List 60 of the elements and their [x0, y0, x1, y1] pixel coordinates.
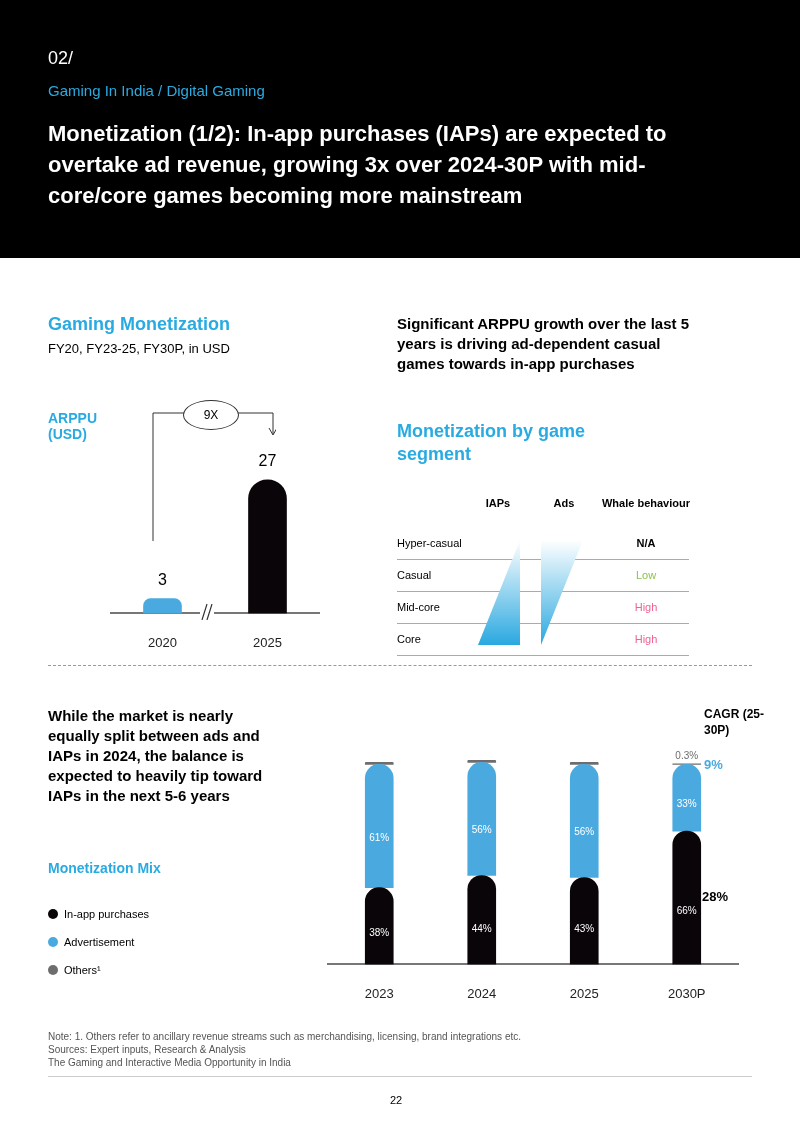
- x-tick-label: 2024: [467, 985, 497, 1001]
- text: While the market is nearly equally split between ads and IAPs in 2024, the balance is expected to heavily tip toward IAPs in the next 5-6 years: [48, 706, 264, 806]
- data-label: 43%: [574, 923, 595, 935]
- category-label: Whale behaviour: [601, 497, 691, 509]
- bar: [364, 764, 394, 888]
- annotation: 9%: [704, 757, 723, 772]
- text: Monetization by game segment: [397, 420, 586, 466]
- data-label: 3: [158, 570, 168, 588]
- x-tick-label: 2030P: [667, 985, 706, 1001]
- text: Monetization (1/2): In-app purchases (IAPs) are expected to overtake ad revenue, growing 3x over 2024-30P with mid-core/core games becoming more mainstream: [48, 120, 668, 210]
- data-label: 61%: [369, 832, 390, 844]
- bar: [467, 762, 497, 876]
- data-label: 27: [258, 452, 277, 470]
- text: The Gaming and Interactive Media Opportunity in India: [48, 1056, 292, 1069]
- data-label: 44%: [471, 922, 492, 934]
- bar: [672, 830, 702, 965]
- text: Low: [634, 568, 658, 583]
- legend-label: Others¹: [63, 963, 102, 978]
- annotation: 28%: [702, 889, 729, 904]
- text: 22: [390, 1094, 403, 1106]
- chart-subtitle: FY20, FY23-25, FY30P, in USD: [48, 341, 230, 356]
- bar: [364, 887, 394, 965]
- legend-title: Monetization Mix: [48, 860, 161, 876]
- data-label: 56%: [471, 824, 492, 836]
- text: Significant ARPPU growth over the last 5 years is driving ad-dependent casual games towards in-app purchases: [397, 314, 690, 374]
- category-label: Mid-core: [397, 601, 440, 613]
- data-label: 0.3%: [675, 749, 699, 761]
- category-label: IAPs: [485, 497, 511, 509]
- bar: [569, 877, 599, 965]
- legend-label: Advertisement: [63, 935, 136, 950]
- text: High: [633, 600, 659, 615]
- legend-label: In-app purchases: [63, 907, 150, 922]
- text: Note: 1. Others refer to ancillary revenue streams such as merchandising, licensing, brand integrations etc.: [48, 1030, 522, 1043]
- x-tick-label: 2025: [569, 985, 599, 1001]
- bar: [569, 762, 599, 765]
- category-label: Core: [397, 633, 421, 645]
- x-tick-label: 2023: [364, 985, 394, 1001]
- bar: [569, 764, 599, 878]
- text: Gaming In India / Digital Gaming: [48, 82, 265, 99]
- bar: [467, 760, 497, 763]
- text: CAGR (25-30P): [704, 706, 765, 738]
- text: N/A: [635, 536, 657, 551]
- bar: [672, 764, 702, 832]
- x-tick-label: 2025: [253, 634, 282, 650]
- category-label: Ads: [553, 497, 575, 509]
- bar: [364, 762, 394, 765]
- data-label: 38%: [369, 927, 390, 939]
- chart-title: Gaming Monetization: [48, 314, 230, 335]
- text: High: [633, 632, 659, 647]
- text: 9X: [183, 400, 239, 430]
- text: 02/: [48, 48, 74, 69]
- source-note: Sources: Expert inputs, Research & Analysis: [48, 1043, 247, 1056]
- x-tick-label: 2020: [148, 634, 177, 650]
- y-axis-title: ARPPU (USD): [48, 410, 98, 442]
- data-label: 33%: [676, 798, 697, 810]
- category-label: Casual: [397, 569, 432, 581]
- data-label: 56%: [574, 826, 595, 838]
- bar: [467, 875, 497, 965]
- category-label: Hyper-casual: [397, 537, 462, 549]
- data-label: 66%: [676, 904, 697, 916]
